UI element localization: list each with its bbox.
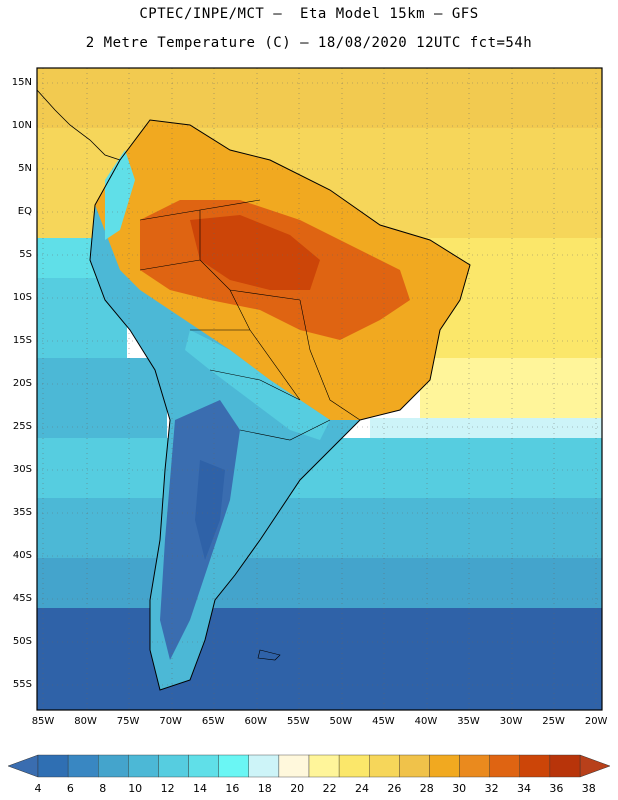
colorbar-tick-label: 14 [193, 782, 207, 795]
lat-label: 40S [12, 550, 32, 561]
map-frame [36, 67, 603, 711]
lon-label: 70W [159, 716, 182, 727]
colorbar-tick-label: 6 [66, 782, 74, 795]
lat-label: 10S [12, 292, 32, 303]
colorbar-cell [338, 754, 370, 778]
colorbar-cell [549, 754, 581, 778]
map-title-line-2: 2 Metre Temperature (C) – 18/08/2020 12U… [85, 35, 533, 51]
lat-label: 25S [12, 421, 32, 432]
lat-label: 5N [18, 163, 32, 174]
lon-label: 25W [542, 716, 565, 727]
lon-label: 50W [329, 716, 353, 727]
lon-label: 55W [286, 716, 310, 727]
colorbar-tick-label: 22 [322, 782, 337, 795]
colorbar-cell [98, 754, 129, 778]
colorbar-tick-label: 32 [484, 782, 499, 795]
lon-label: 85W [31, 716, 55, 727]
colorbar-low-arrow [7, 754, 39, 778]
lon-label: 40W [414, 716, 438, 727]
colorbar-high-arrow [579, 754, 611, 778]
colorbar-tick-label: 28 [419, 782, 434, 795]
lon-label: 20W [584, 716, 608, 727]
colorbar-tick-label: 8 [99, 782, 107, 795]
colorbar-cell [429, 754, 460, 778]
country-borders [139, 199, 361, 441]
colorbar-cell [37, 754, 69, 778]
colorbar-cell [188, 754, 219, 778]
colorbar-tick-label: 18 [257, 782, 272, 795]
colorbar [7, 754, 611, 778]
colorbar-cell [248, 754, 280, 778]
colorbar-cell [218, 754, 249, 778]
lat-label: 30S [12, 464, 32, 475]
colorbar-tick-label: 10 [128, 782, 143, 795]
colorbar-tick-label: 12 [160, 782, 175, 795]
lat-label: 15S [12, 335, 32, 346]
colorbar-cell [308, 754, 340, 778]
colorbar-cell [128, 754, 159, 778]
colorbar-tick-label: 26 [387, 782, 402, 795]
colorbar-tick-label: 34 [517, 782, 531, 795]
lat-label: EQ [17, 206, 32, 217]
colorbar-tick-label: 24 [355, 782, 369, 795]
lat-label: 20S [12, 378, 32, 389]
lat-label: 35S [12, 507, 32, 518]
colorbar-tick-label: 38 [581, 782, 596, 795]
lon-label: 35W [457, 716, 480, 727]
colorbar-tick-label: 16 [225, 782, 240, 795]
lat-label: 50S [12, 636, 32, 647]
temperature-field [37, 68, 602, 710]
colorbar-cell [519, 754, 551, 778]
lat-label: 45S [12, 593, 32, 604]
lon-label: 30W [499, 716, 523, 727]
colorbar-cell [278, 754, 310, 778]
central-america-coast [37, 89, 121, 161]
colorbar-cell [399, 754, 430, 778]
lon-label: 60W [244, 716, 268, 727]
lon-label: 65W [201, 716, 225, 727]
colorbar-tick-label: 30 [452, 782, 467, 795]
colorbar-cell [158, 754, 189, 778]
lat-label: 5S [19, 249, 32, 260]
colorbar-cell [489, 754, 520, 778]
colorbar-cell [459, 754, 490, 778]
lon-label: 80W [74, 716, 97, 727]
lat-label: 15N [11, 77, 32, 88]
colorbar-cell [67, 754, 99, 778]
lat-label: 55S [12, 679, 32, 690]
lon-label: 45W [372, 716, 395, 727]
colorbar-tick-label: 20 [290, 782, 305, 795]
map-title-line-1: CPTEC/INPE/MCT – Eta Model 15km – GFS [139, 6, 479, 22]
lat-label: 10N [11, 120, 32, 131]
lon-label: 75W [116, 716, 140, 727]
colorbar-tick-label: 36 [549, 782, 564, 795]
colorbar-cell [369, 754, 400, 778]
colorbar-tick-label: 4 [34, 782, 42, 795]
coastline [89, 119, 471, 691]
